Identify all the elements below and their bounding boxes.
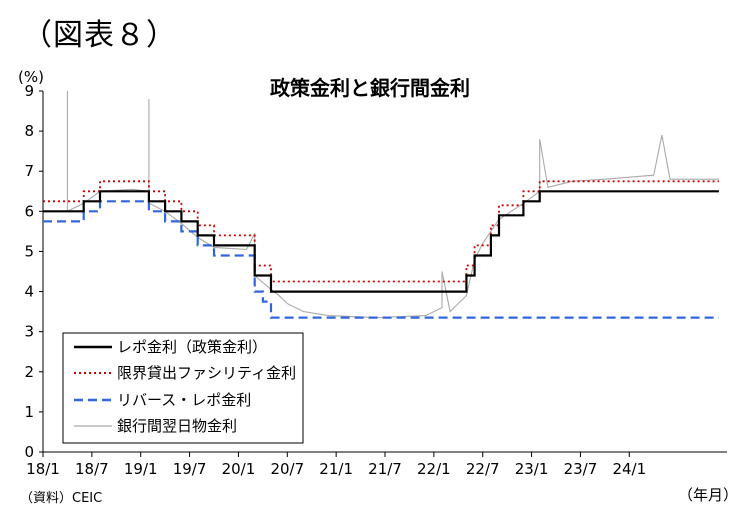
x-tick-label: 20/1 [222, 460, 256, 478]
legend-label-reverse-repo: リバース・レポ金利 [117, 391, 251, 409]
x-tick-label: 24/1 [612, 460, 646, 478]
series-line-reverse-repo [43, 200, 719, 319]
figure-label: （図表８） [22, 18, 177, 53]
axes: 0 1 2 3 4 5 6 7 8 9 18/1 18/7 19/1 19/7 20/1 20/7 21/1 21… [24, 82, 727, 478]
y-tick-label: 3 [24, 323, 34, 341]
y-tick-label: 0 [24, 443, 34, 461]
x-tick-label: 23/7 [564, 460, 598, 478]
y-tick-label: 2 [24, 363, 34, 381]
legend-label-interbank: 銀行間翌日物金利 [117, 417, 237, 435]
series-line-repo [43, 190, 719, 293]
y-tick-label: 9 [24, 82, 34, 100]
x-tick-label: 21/1 [319, 460, 353, 478]
x-tick-label: 23/1 [515, 460, 549, 478]
y-tick-label: 1 [24, 403, 34, 421]
y-tick-label: 8 [24, 122, 34, 140]
series-line-msf [43, 180, 719, 283]
x-tick-label: 19/1 [124, 460, 158, 478]
y-tick-label: 5 [24, 242, 34, 260]
chart-title: 政策金利と銀行間金利 [270, 76, 470, 100]
y-tick-label: 7 [24, 162, 34, 180]
source-note: （資料）CEIC [20, 491, 102, 506]
x-tick-label: 22/1 [417, 460, 451, 478]
legend-box [62, 332, 304, 444]
series-layer [43, 91, 719, 319]
legend-label-msf: 限界貸出ファシリティ金利 [117, 364, 296, 382]
x-tick-label: 20/7 [270, 460, 304, 478]
y-tick-label: 6 [24, 202, 34, 220]
x-tick-label: 19/7 [173, 460, 207, 478]
x-tick-label: 18/7 [75, 460, 109, 478]
x-tick-label: 22/7 [466, 460, 500, 478]
x-unit-label: （年月） [678, 486, 738, 504]
y-tick-label: 4 [24, 283, 34, 301]
y-unit-label: (%) [18, 68, 44, 86]
legend-label-repo: レポ金利（政策金利） [117, 338, 267, 356]
x-tick-label: 18/1 [26, 460, 60, 478]
x-tick-label: 21/7 [368, 460, 402, 478]
series-line-interbank [43, 91, 719, 319]
legend: レポ金利（政策金利） 限界貸出ファシリティ金利 リバース・レポ金利 銀行間翌日物… [62, 332, 304, 444]
